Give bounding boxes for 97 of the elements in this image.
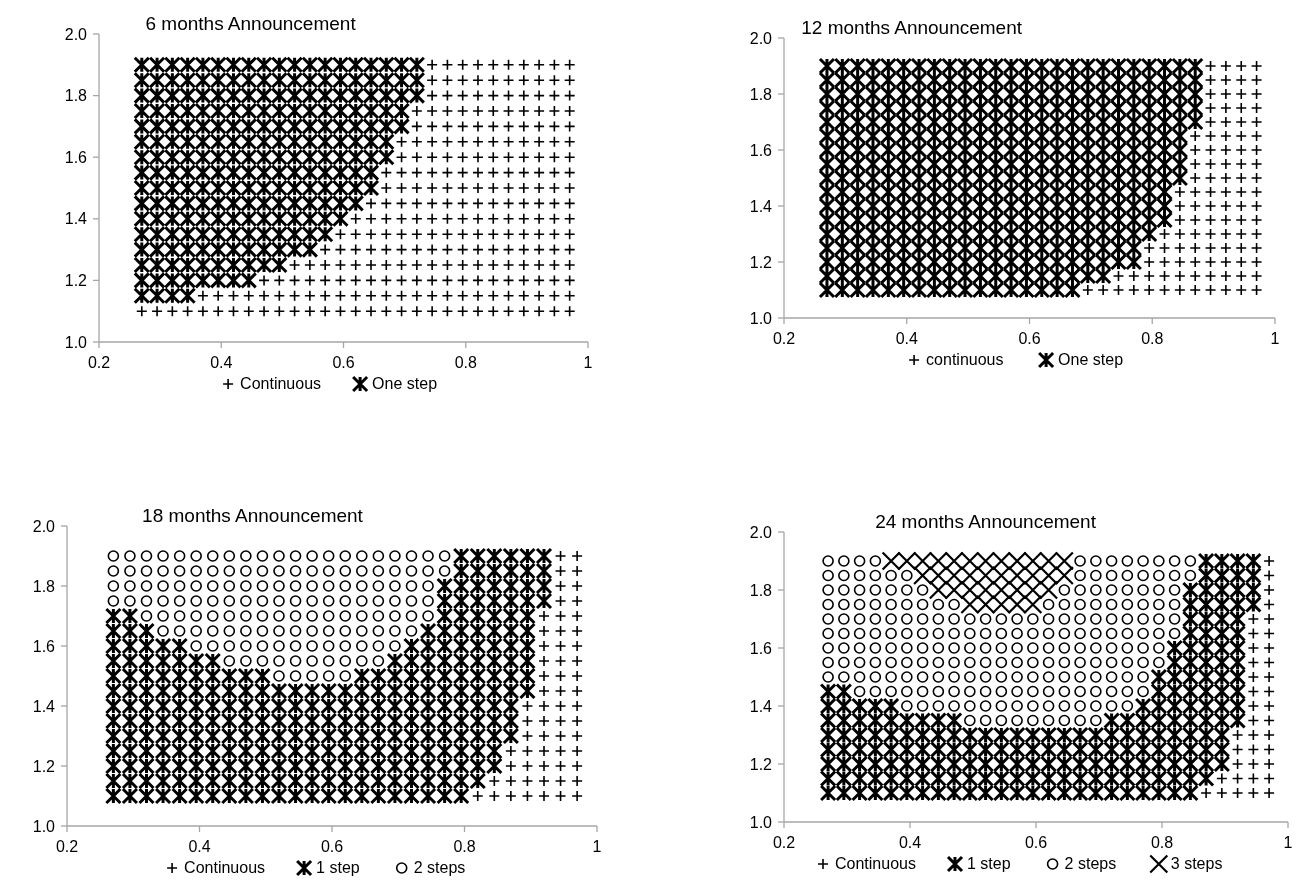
point [1247,642,1260,654]
y-tick-label: 1.4 [749,197,773,215]
legend-label: 2 steps [1064,855,1117,872]
y-tick-label: 2.0 [64,25,88,43]
legend-label: Continuous [835,855,916,872]
y-tick-label: 1.4 [32,697,56,715]
x-tick-label: 0.8 [454,354,477,371]
point [1247,729,1260,741]
x-tick-label: 1 [592,838,602,855]
legend-label: continuous [926,351,1004,368]
point [1231,787,1244,799]
y-tick-label: 1.4 [749,697,773,715]
y-tick-label: 1.6 [32,637,56,655]
chart-title: 12 months Announcement [801,17,1023,38]
y-tick-label: 1.0 [749,813,773,831]
point [1247,627,1260,640]
y-tick-label: 1.8 [64,87,88,105]
legend-label: 2 steps [413,859,466,876]
y-tick-label: 1.6 [749,639,773,657]
point [1247,772,1260,785]
legend-label: 1 step [967,855,1011,872]
point [1263,627,1275,640]
y-tick-label: 1.8 [749,581,773,599]
point [1247,743,1260,756]
point [1231,758,1244,770]
x-tick-label: 0.4 [188,838,211,855]
x-tick-label: 0.4 [898,834,922,851]
point [1263,772,1275,785]
point [1263,700,1275,712]
chart-title: 18 months Announcement [142,505,364,526]
x-tick-label: 0.6 [1024,834,1048,851]
point [1263,714,1275,727]
point [1263,598,1275,611]
point [1247,613,1260,625]
point [1263,642,1275,654]
legend-label: 3 steps [1170,855,1223,872]
point [1263,613,1275,625]
point [1247,656,1260,669]
x-tick-label: 0.2 [772,834,796,851]
y-tick-label: 2.0 [749,29,773,47]
y-tick-label: 1.0 [64,333,88,351]
point [1247,714,1260,727]
point [1231,729,1244,741]
x-tick-label: 0.4 [210,354,233,371]
y-tick-label: 1.2 [749,253,773,271]
point [1263,671,1275,683]
point [1216,772,1228,785]
point [1247,758,1260,770]
x-tick-label: 1 [583,354,593,371]
x-tick-label: 0.6 [332,354,355,371]
point [1247,787,1260,799]
point [1216,787,1228,799]
y-tick-label: 1.8 [749,85,773,103]
point [1200,787,1212,799]
legend-label: 1 step [316,859,360,876]
x-tick-label: 0.8 [1141,330,1164,347]
x-tick-label: 0.2 [87,354,111,371]
y-tick-label: 1.6 [64,148,88,166]
x-tick-label: 0.6 [320,838,344,855]
y-tick-label: 1.2 [749,755,773,773]
legend-label: Continuous [240,375,322,392]
point [1247,671,1260,683]
x-tick-label: 0.6 [1018,330,1041,347]
point [1263,758,1275,770]
x-tick-label: 0.2 [772,330,796,347]
x-tick-label: 0.2 [55,838,79,855]
point [1263,685,1275,698]
y-tick-label: 1.6 [749,141,773,159]
point [1263,656,1275,669]
legend-label: One step [1058,351,1124,368]
legend-label: One step [372,375,438,392]
y-tick-label: 1.0 [749,309,773,327]
point [1263,555,1275,567]
x-tick-label: 1 [1270,330,1280,347]
y-tick-label: 1.4 [64,210,88,228]
point [1231,772,1244,785]
y-tick-label: 1.0 [32,817,56,835]
y-tick-label: 1.2 [64,272,88,289]
point [1263,569,1275,582]
point [1247,685,1260,698]
chart-title: 6 months Announcement [145,13,357,34]
x-tick-label: 1 [1283,834,1293,851]
x-tick-label: 0.4 [895,330,918,347]
legend-label: Continuous [184,859,266,876]
y-tick-label: 1.2 [32,757,56,775]
x-tick-label: 0.8 [453,838,476,855]
x-tick-label: 0.8 [1150,834,1174,851]
y-tick-label: 2.0 [749,523,773,541]
y-tick-label: 1.8 [32,577,56,595]
point [1231,743,1244,756]
point [1263,584,1275,596]
point [1247,700,1260,712]
y-tick-label: 2.0 [32,517,56,535]
chart-title: 24 months Announcement [875,511,1097,532]
point [1263,729,1275,741]
point [1263,787,1275,799]
point [1263,743,1275,756]
